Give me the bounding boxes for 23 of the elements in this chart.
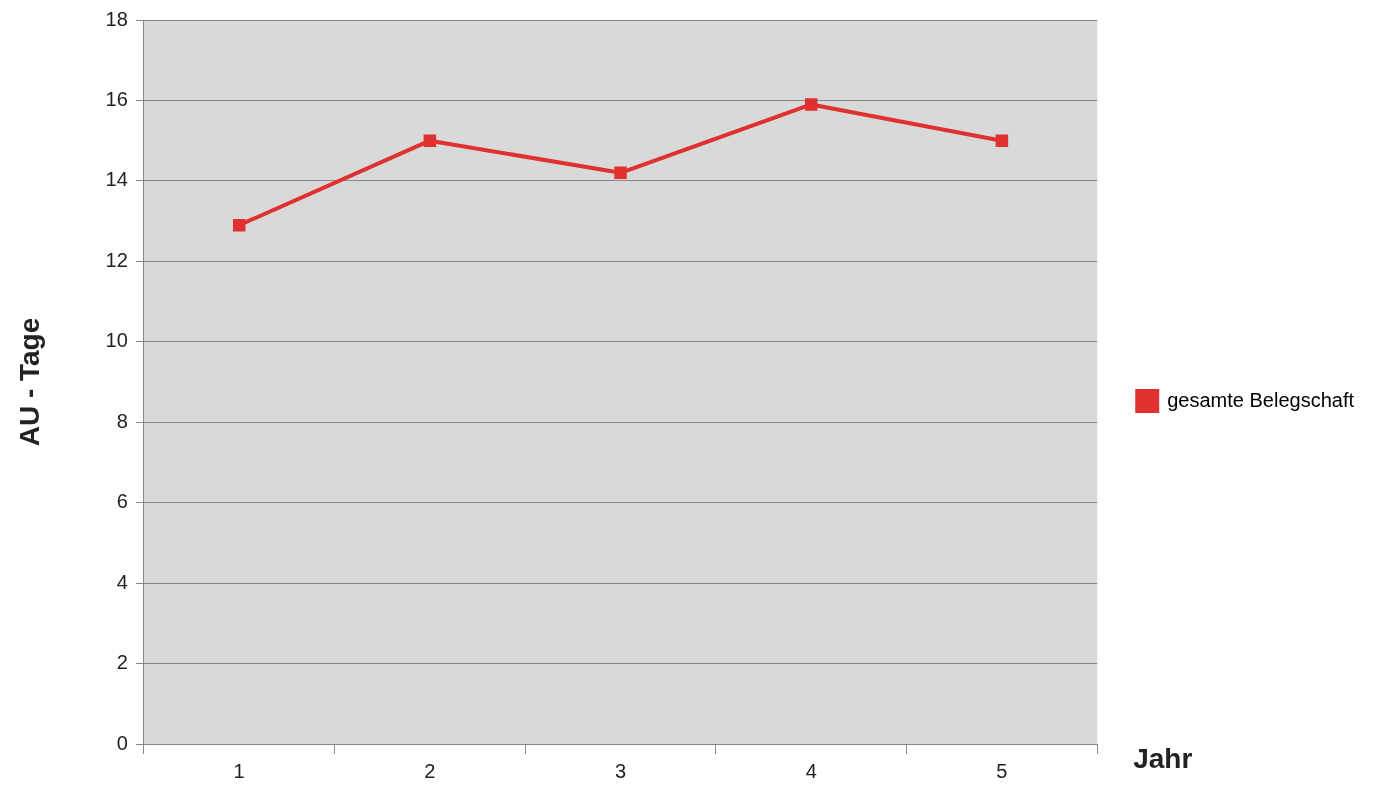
x-tick-label: 5	[996, 759, 1008, 782]
point	[995, 134, 1009, 147]
x-axis-title: Jahr	[1133, 742, 1193, 774]
point	[804, 98, 818, 111]
y-tick-label: 14	[105, 168, 128, 191]
point	[423, 134, 437, 147]
x-tick-label: 1	[233, 759, 245, 782]
y-tick-label: 12	[105, 248, 128, 271]
legend-label: gesamte Belegschaft	[1167, 388, 1355, 411]
y-tick-label: 2	[116, 651, 128, 674]
y-tick-label: 6	[116, 490, 128, 513]
x-tick-label: 4	[805, 759, 817, 782]
point	[232, 218, 246, 232]
point	[614, 166, 627, 180]
y-tick-label: 18	[105, 7, 128, 30]
y-tick-label: 0	[116, 731, 128, 754]
y-tick-label: 4	[116, 570, 128, 593]
y-tick-label: 16	[105, 87, 128, 110]
x-tick-label: 3	[614, 759, 627, 782]
y-tick-label: 8	[116, 409, 128, 432]
y-axis-title: AU - Tage	[13, 317, 45, 447]
y-tick-label: 10	[105, 329, 128, 352]
x-tick-label: 2	[424, 759, 436, 782]
